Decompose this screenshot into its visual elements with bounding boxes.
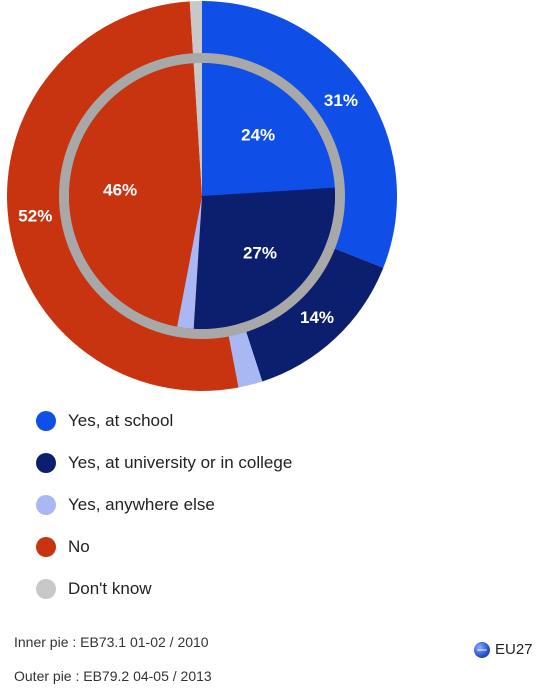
pie-separator-ring xyxy=(59,53,345,339)
inner-pie-slice-yes-anywhere-else xyxy=(177,196,202,329)
inner-pie-slice-no xyxy=(68,63,203,327)
legend-swatch-university xyxy=(36,453,56,473)
outer-pie-label-no: 52% xyxy=(18,207,52,226)
inner-pie-slice-yes-at-school xyxy=(202,63,335,196)
inner-pie-slice-yes-at-university-or-in-college xyxy=(193,187,335,329)
legend-swatch-dont-know xyxy=(36,579,56,599)
legend-item-anywhere-else: Yes, anywhere else xyxy=(36,484,292,526)
inner-pie-source: Inner pie : EB73.1 01-02 / 2010 xyxy=(14,634,209,650)
legend-item-dont-know: Don't know xyxy=(36,568,292,610)
legend-swatch-anywhere-else xyxy=(36,495,56,515)
legend-label-university: Yes, at university or in college xyxy=(68,453,293,472)
inner-pie-slice-don-t-know xyxy=(193,63,202,196)
legend-label-school: Yes, at school xyxy=(68,411,174,430)
legend-item-university: Yes, at university or in college xyxy=(36,442,292,484)
outer-pie-label-yes-at-school: 31% xyxy=(324,91,358,110)
legend-label-no: No xyxy=(68,537,90,556)
legend-swatch-school xyxy=(36,411,56,431)
legend-label-dont-know: Don't know xyxy=(68,579,152,598)
outer-pie-label-yes-at-university-or-in-college: 14% xyxy=(300,308,334,327)
globe-icon xyxy=(474,641,490,658)
legend-item-no: No xyxy=(36,526,292,568)
pie-chart: 31% 14% 52% 24% 27% 46% xyxy=(7,1,398,391)
inner-pie-label-yes-at-school: 24% xyxy=(241,126,275,145)
chart-legend: Yes, at school Yes, at university or in … xyxy=(36,400,292,610)
inner-pie-label-yes-at-university-or-in-college: 27% xyxy=(243,243,277,262)
region-label: EU27 xyxy=(495,641,533,658)
outer-pie-source: Outer pie : EB79.2 04-05 / 2013 xyxy=(14,668,212,684)
data-sources: Inner pie : EB73.1 01-02 / 2010 Outer pi… xyxy=(14,625,212,693)
legend-item-school: Yes, at school xyxy=(36,400,292,442)
inner-pie-label-no: 46% xyxy=(103,180,137,199)
region-badge: EU27 xyxy=(474,641,533,658)
legend-label-anywhere-else: Yes, anywhere else xyxy=(68,495,215,514)
legend-swatch-no xyxy=(36,537,56,557)
